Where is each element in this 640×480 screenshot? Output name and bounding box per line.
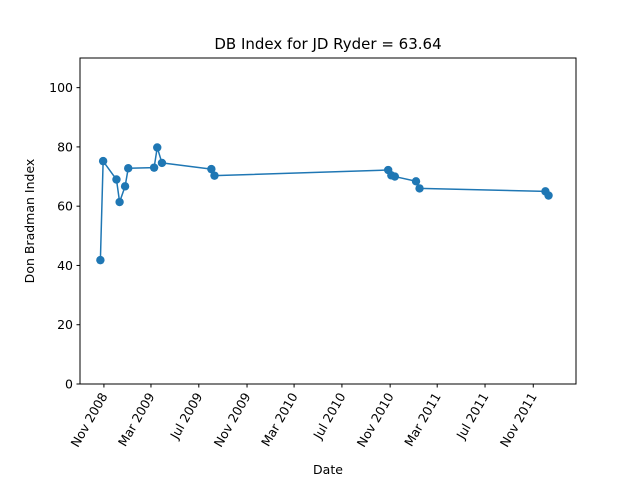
y-axis-ticks: 0 20 40 60 80 100	[49, 80, 80, 392]
data-point-8	[157, 158, 167, 168]
data-point-14	[411, 177, 421, 186]
y-tick-label-2: 40	[57, 258, 73, 273]
data-point-1	[98, 156, 108, 166]
data-point-15	[415, 184, 424, 193]
data-point-17	[544, 191, 553, 200]
plot-area	[96, 143, 553, 265]
data-point-0	[96, 255, 105, 265]
data-point-4	[120, 182, 130, 191]
x-axis-label: Date	[313, 462, 343, 477]
axes-frame	[79, 57, 577, 385]
data-point-5	[124, 164, 133, 173]
y-tick-label-1: 20	[57, 317, 73, 332]
y-axis-label: Don Bradman Index	[22, 159, 37, 284]
data-point-10	[210, 171, 219, 180]
data-point-6	[149, 163, 159, 172]
y-tick-label-3: 60	[57, 199, 73, 214]
data-point-2	[112, 175, 121, 184]
y-tick-label-0: 0	[65, 377, 73, 392]
data-point-7	[153, 143, 162, 152]
y-tick-label-5: 100	[49, 80, 73, 95]
data-point-13	[390, 172, 400, 181]
chart-title: DB Index for JD Ryder = 63.64	[214, 35, 441, 53]
data-point-3	[115, 197, 124, 207]
data-point-9	[207, 164, 216, 174]
y-tick-label-4: 80	[57, 139, 73, 154]
